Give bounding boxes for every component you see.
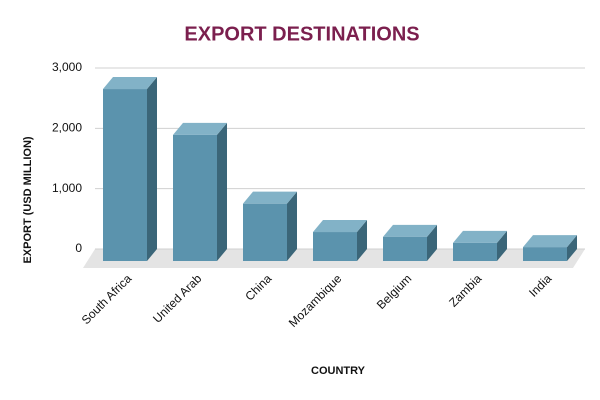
bar-top — [313, 220, 367, 233]
x-tick-label: Belgium — [374, 271, 415, 312]
bar — [313, 232, 357, 261]
y-tick-label: 2,000 — [52, 121, 82, 135]
y-tick-label: 3,000 — [52, 60, 82, 74]
bar-side — [357, 220, 367, 261]
bar-top — [383, 224, 437, 237]
bar-side — [427, 224, 437, 261]
bar-side — [567, 235, 577, 261]
x-tick-label: Zambia — [446, 271, 484, 309]
bar-top — [453, 230, 507, 243]
x-tick-label: United Arab — [150, 271, 204, 325]
x-tick-label: South Africa — [79, 271, 135, 327]
bar-side — [147, 77, 157, 261]
bar — [383, 236, 427, 261]
y-axis-title: EXPORT (USD MILLION) — [22, 136, 34, 263]
chart-title: EXPORT DESTINATIONS — [184, 23, 419, 45]
bar-top — [243, 191, 297, 204]
x-tick-label: India — [526, 271, 555, 300]
bar-side — [497, 230, 507, 261]
x-tick-label: China — [242, 271, 274, 303]
bar-side — [217, 122, 227, 261]
bar — [243, 203, 287, 261]
bar — [173, 134, 217, 261]
bar-top — [173, 122, 227, 135]
bar — [103, 89, 147, 261]
bar-side — [287, 191, 297, 261]
x-axis-title: COUNTRY — [311, 365, 366, 377]
y-tick-label: 1,000 — [52, 181, 82, 195]
bar — [523, 247, 567, 261]
x-tick-label: Mozambique — [286, 271, 345, 330]
bar-top — [103, 77, 157, 90]
y-tick-label: 0 — [75, 241, 82, 255]
bar — [453, 242, 497, 261]
bar-top — [523, 235, 577, 248]
